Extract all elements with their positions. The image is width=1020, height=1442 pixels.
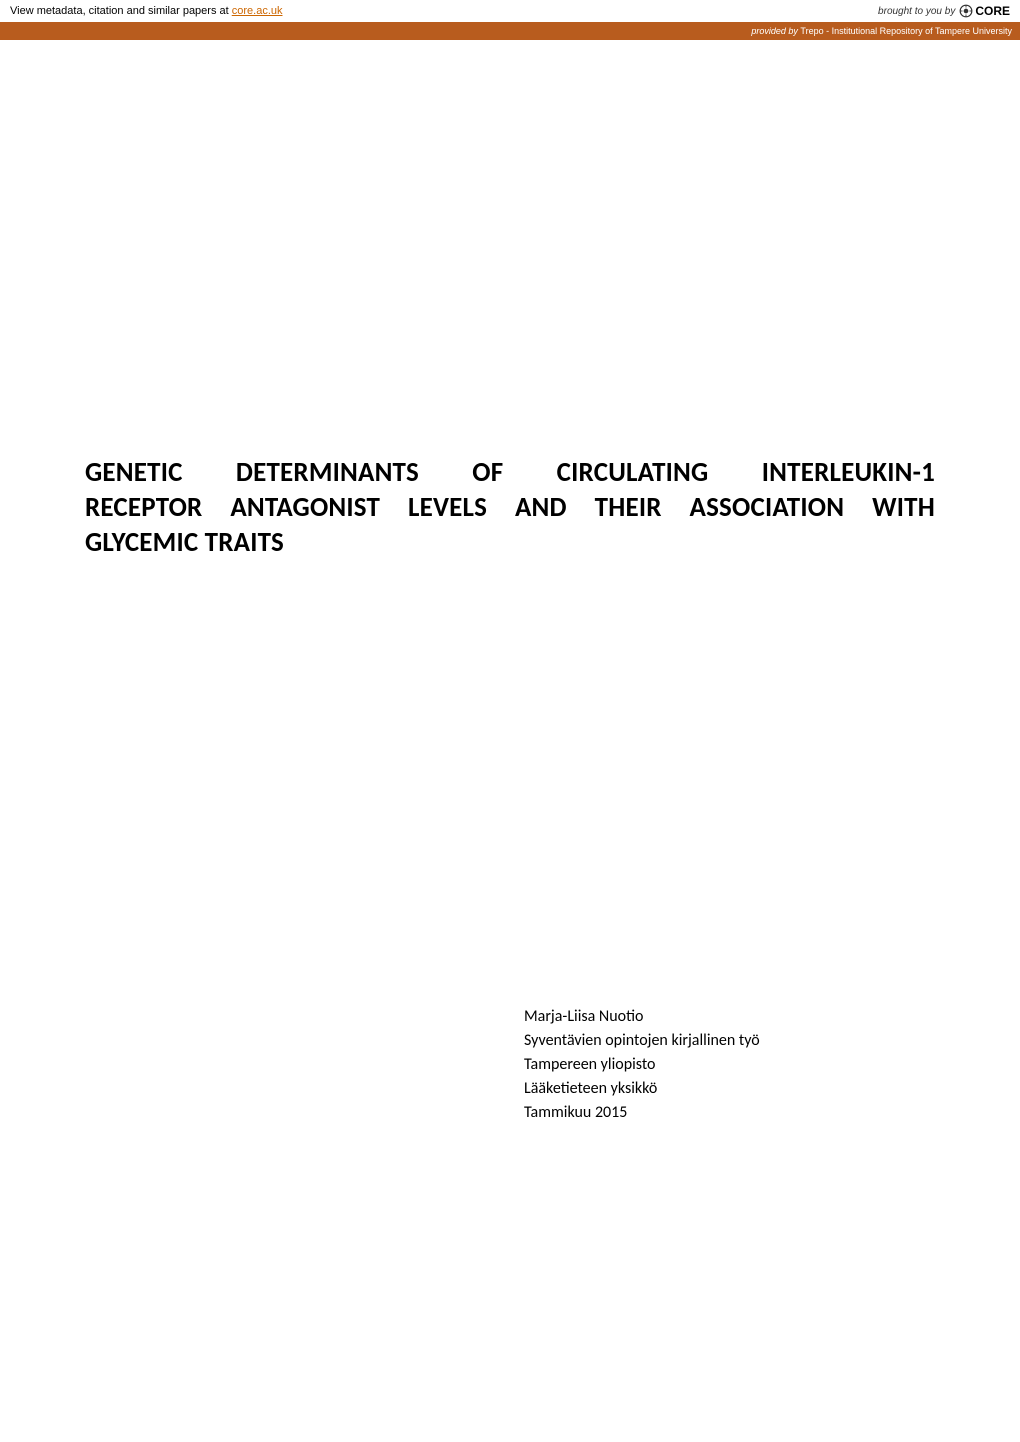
author-line-3: Tampereen yliopisto: [524, 1053, 760, 1077]
banner-right: brought to you by CORE: [878, 4, 1010, 18]
metadata-label: View metadata, citation and similar pape…: [10, 5, 232, 17]
author-line-2: Syventävien opintojen kirjallinen työ: [524, 1029, 760, 1053]
orange-bar: provided by Trepo - Institutional Reposi…: [0, 22, 1020, 40]
author-block: Marja-Liisa Nuotio Syventävien opintojen…: [524, 1005, 760, 1125]
core-icon: [959, 4, 973, 18]
author-name: Marja-Liisa Nuotio: [524, 1005, 760, 1029]
paper-title: GENETIC DETERMINANTS OF CIRCULATING INTE…: [85, 455, 935, 560]
core-brand-text: CORE: [975, 4, 1010, 18]
author-line-4: Lääketieteen yksikkö: [524, 1077, 760, 1101]
title-line-2: RECEPTOR ANTAGONIST LEVELS AND THEIR ASS…: [85, 490, 935, 525]
core-logo[interactable]: CORE: [959, 4, 1010, 18]
title-line-1: GENETIC DETERMINANTS OF CIRCULATING INTE…: [85, 455, 935, 490]
core-link[interactable]: core.ac.uk: [232, 5, 283, 17]
provided-prefix: provided by: [751, 26, 800, 36]
banner-left: View metadata, citation and similar pape…: [10, 5, 283, 17]
title-line-3: GLYCEMIC TRAITS: [85, 525, 935, 560]
page-content: GENETIC DETERMINANTS OF CIRCULATING INTE…: [0, 455, 1020, 560]
provided-by-text: provided by Trepo - Institutional Reposi…: [751, 26, 1012, 36]
provided-source: Trepo - Institutional Repository of Tamp…: [800, 26, 1012, 36]
brought-by-label: brought to you by: [878, 6, 955, 17]
core-banner: View metadata, citation and similar pape…: [0, 0, 1020, 22]
author-line-5: Tammikuu 2015: [524, 1101, 760, 1125]
